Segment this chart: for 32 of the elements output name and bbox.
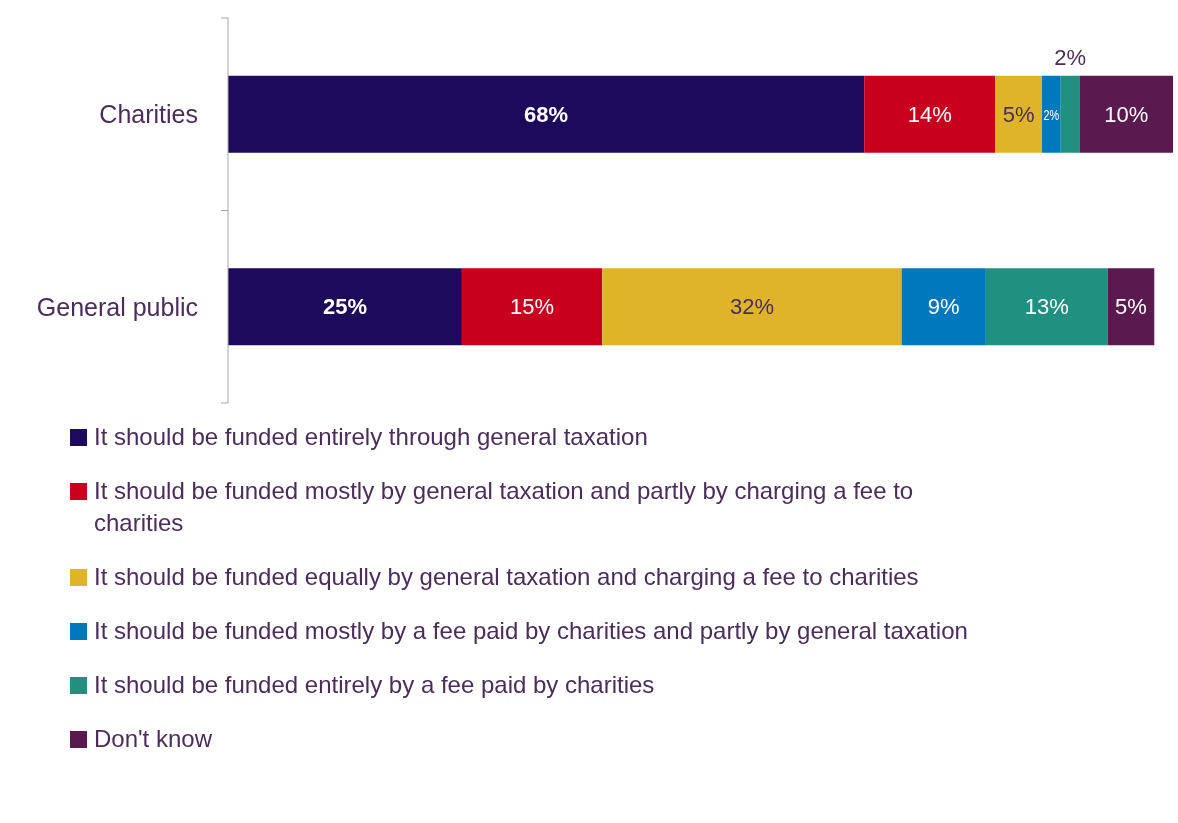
bar — [1107, 268, 1155, 346]
legend-label: Don't know — [94, 724, 212, 754]
data-label: 25% — [322, 294, 367, 320]
data-label: 32% — [729, 294, 774, 320]
legend-label: It should be funded entirely through general taxation — [94, 422, 648, 452]
data-label: 15% — [510, 294, 555, 320]
bar — [461, 268, 603, 346]
bar — [1079, 75, 1173, 153]
bar — [602, 268, 902, 346]
bar — [864, 75, 996, 153]
bar — [228, 268, 462, 346]
legend-label: It should be funded entirely by a fee paid by charities — [94, 670, 655, 700]
y-tick-label: General public — [36, 292, 198, 321]
legend-label: It should be funded equally by general taxation and charging a fee to charities — [94, 562, 919, 592]
data-label: 9% — [927, 294, 960, 320]
data-label: 10% — [1104, 101, 1149, 127]
bar — [985, 268, 1108, 346]
bar — [1042, 75, 1061, 153]
data-label: 5% — [1115, 294, 1147, 320]
bar — [901, 268, 986, 346]
data-label: 13% — [1024, 294, 1069, 320]
y-tick-label: Charities — [99, 100, 198, 128]
bar — [995, 75, 1043, 153]
bar — [1060, 75, 1080, 153]
data-label: 14% — [907, 101, 952, 127]
bar — [228, 75, 865, 153]
data-label: 2% — [1054, 45, 1086, 71]
data-label: 2% — [1043, 105, 1066, 123]
legend-label: It should be funded mostly by general taxation and partly by charging a fee to charities — [94, 476, 915, 538]
legend-label: It should be funded mostly by a fee paid by charities and partly by general taxation — [94, 616, 968, 646]
data-label: 5% — [1002, 101, 1035, 127]
data-label: 68% — [524, 101, 569, 127]
